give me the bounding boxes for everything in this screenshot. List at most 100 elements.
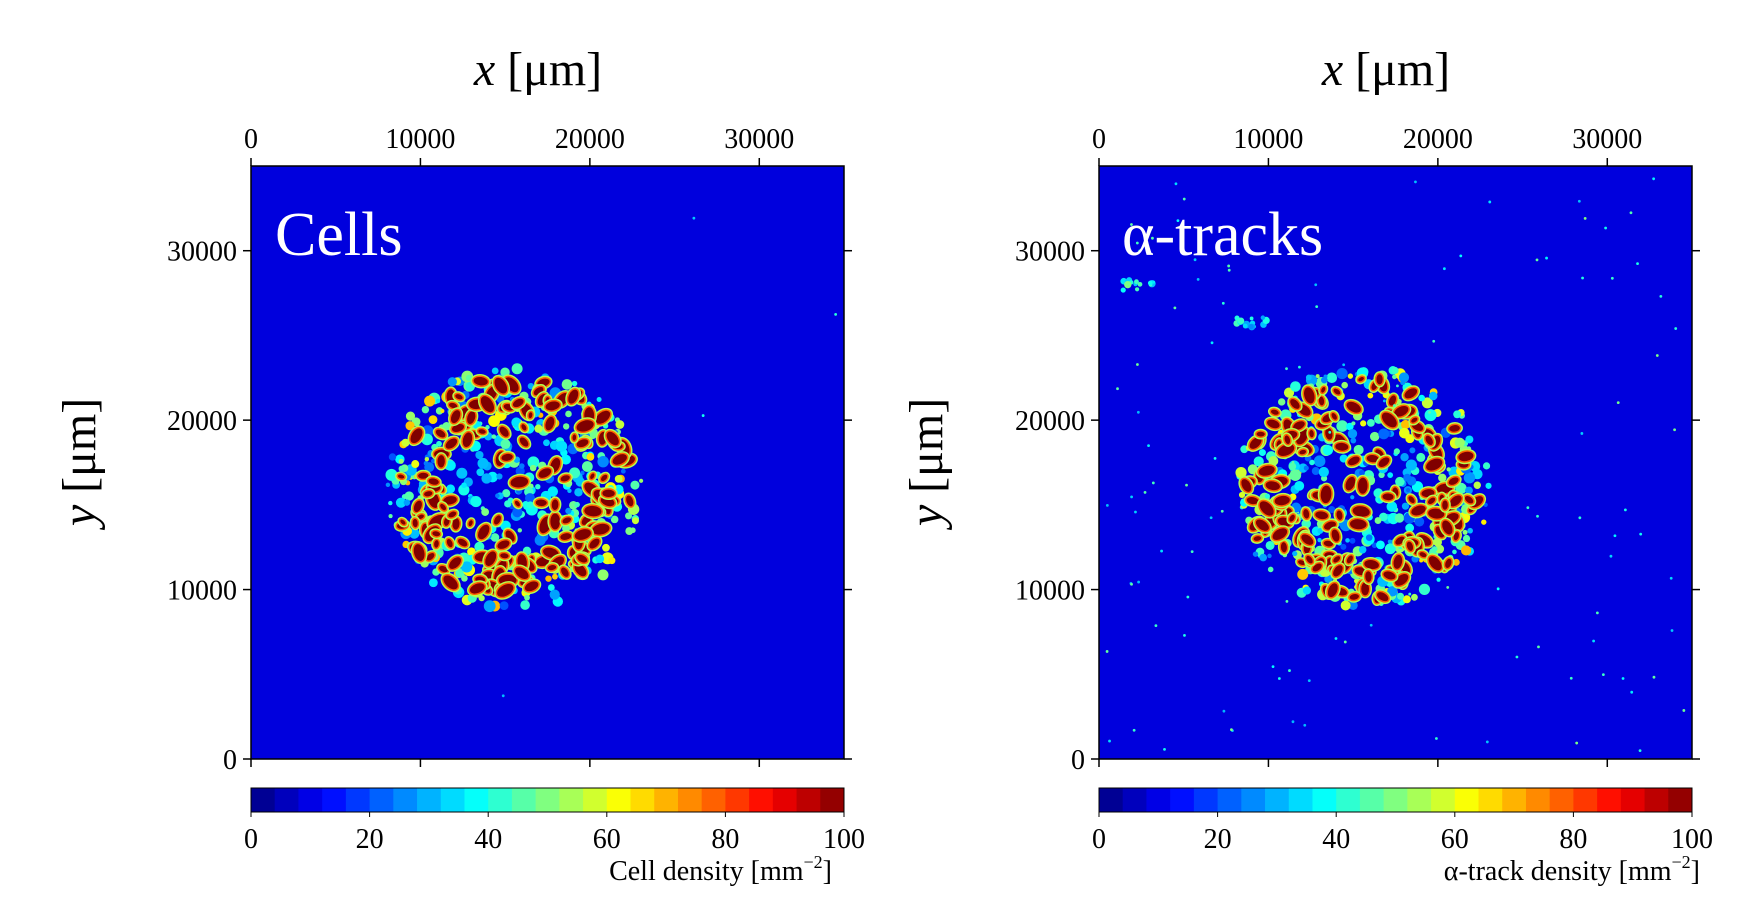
- scatter-point: [1601, 673, 1605, 677]
- density-peak: [501, 453, 513, 461]
- density-cell: [1438, 473, 1447, 483]
- scatter-point: [1221, 301, 1225, 305]
- colorbar-tick-label: 80: [711, 824, 739, 855]
- scatter-point: [1616, 401, 1620, 405]
- density-cell: [1359, 469, 1365, 476]
- density-cell: [555, 440, 568, 452]
- density-cell: [395, 497, 407, 508]
- density-peak: [1335, 442, 1349, 451]
- colorbar-segment: [298, 788, 323, 812]
- scatter-point: [1222, 709, 1226, 713]
- scatter-point: [1271, 665, 1275, 669]
- density-peak: [524, 581, 539, 592]
- density-cell: [1391, 366, 1399, 375]
- density-cell: [401, 438, 410, 447]
- scatter-point: [1291, 460, 1295, 464]
- density-peak: [545, 401, 560, 411]
- density-peak: [626, 495, 634, 507]
- density-cell: [1353, 444, 1364, 455]
- density-cell: [1365, 534, 1373, 541]
- scatter-point: [1209, 516, 1213, 520]
- density-cell: [1340, 600, 1351, 611]
- density-cell: [388, 500, 393, 506]
- scatter-point: [1138, 249, 1142, 253]
- density-peak: [1395, 536, 1405, 545]
- density-cell: [1392, 374, 1397, 380]
- density-peak: [1336, 510, 1343, 520]
- density-peak: [446, 389, 455, 404]
- scatter-point: [1485, 740, 1489, 744]
- density-peak: [440, 503, 446, 511]
- density-peak: [450, 410, 461, 424]
- scatter-point: [692, 216, 696, 220]
- colorbar-label: Cell density [mm−2]: [609, 852, 832, 887]
- scatter-point: [1536, 514, 1539, 518]
- scatter-point: [1610, 276, 1614, 280]
- density-cell: [424, 456, 430, 462]
- density-cell: [1431, 546, 1438, 552]
- scatter-point: [1190, 550, 1194, 553]
- colorbar-segment: [1573, 788, 1598, 812]
- density-cell: [1258, 449, 1266, 457]
- density-peak: [1320, 485, 1332, 504]
- scatter-point: [1160, 549, 1163, 553]
- x-tick-label: 20000: [555, 124, 625, 155]
- scatter-point: [1108, 739, 1111, 743]
- scatter-point: [1143, 490, 1147, 494]
- scatter-point: [1369, 623, 1373, 627]
- density-peak: [1349, 519, 1367, 530]
- density-peak: [432, 531, 441, 537]
- density-peak: [413, 500, 422, 513]
- scatter-point: [1210, 341, 1214, 345]
- density-cell: [424, 462, 435, 473]
- scatter-point: [1227, 268, 1231, 272]
- density-cell: [500, 439, 511, 450]
- colorbar-segment: [1454, 788, 1480, 812]
- density-cell: [1409, 447, 1416, 454]
- density-peak: [547, 565, 557, 571]
- density-cell: [610, 515, 619, 524]
- scatter-point: [1154, 624, 1158, 628]
- colorbar-segment: [251, 788, 276, 812]
- hotspot-point: [1152, 280, 1156, 284]
- scatter-point: [1659, 294, 1663, 298]
- density-peak: [574, 563, 587, 577]
- colorbar-label-close: ]: [823, 856, 832, 887]
- density-cell: [1235, 467, 1247, 479]
- density-cell: [574, 488, 583, 497]
- density-peak: [449, 557, 462, 569]
- colorbar-segment: [464, 788, 489, 812]
- density-peak: [1406, 541, 1414, 551]
- density-cell: [574, 501, 580, 508]
- density-peak: [1381, 412, 1397, 428]
- density-cell: [476, 468, 485, 477]
- y-tick-label: 0: [223, 745, 237, 776]
- x-tick-label: 10000: [385, 124, 455, 155]
- scatter-point: [1134, 510, 1137, 514]
- heatmap-background: [251, 166, 844, 759]
- density-cell: [1436, 577, 1441, 582]
- density-peak: [1428, 497, 1436, 504]
- colorbar-segment: [1478, 788, 1503, 812]
- density-peak: [1358, 377, 1364, 382]
- colorbar-segment: [820, 788, 845, 812]
- density-cell: [435, 398, 441, 404]
- scatter-point: [1604, 226, 1608, 230]
- colorbar-segment: [1193, 788, 1219, 812]
- scatter-point: [1580, 432, 1584, 435]
- density-peak: [1265, 481, 1280, 491]
- colorbar-segment: [796, 788, 821, 812]
- scatter-point: [1392, 404, 1396, 407]
- panel-label: Cells: [275, 201, 402, 269]
- density-cell: [1369, 431, 1380, 442]
- density-peak: [424, 491, 433, 497]
- density-peak: [1449, 495, 1462, 507]
- density-cell: [491, 434, 497, 439]
- density-cell: [1405, 488, 1411, 493]
- density-peak: [568, 389, 579, 404]
- density-cell: [1462, 534, 1471, 543]
- heatmap-background: [1099, 166, 1692, 759]
- colorbar-label-text: Cell density [mm: [609, 856, 804, 887]
- density-peak: [584, 505, 602, 517]
